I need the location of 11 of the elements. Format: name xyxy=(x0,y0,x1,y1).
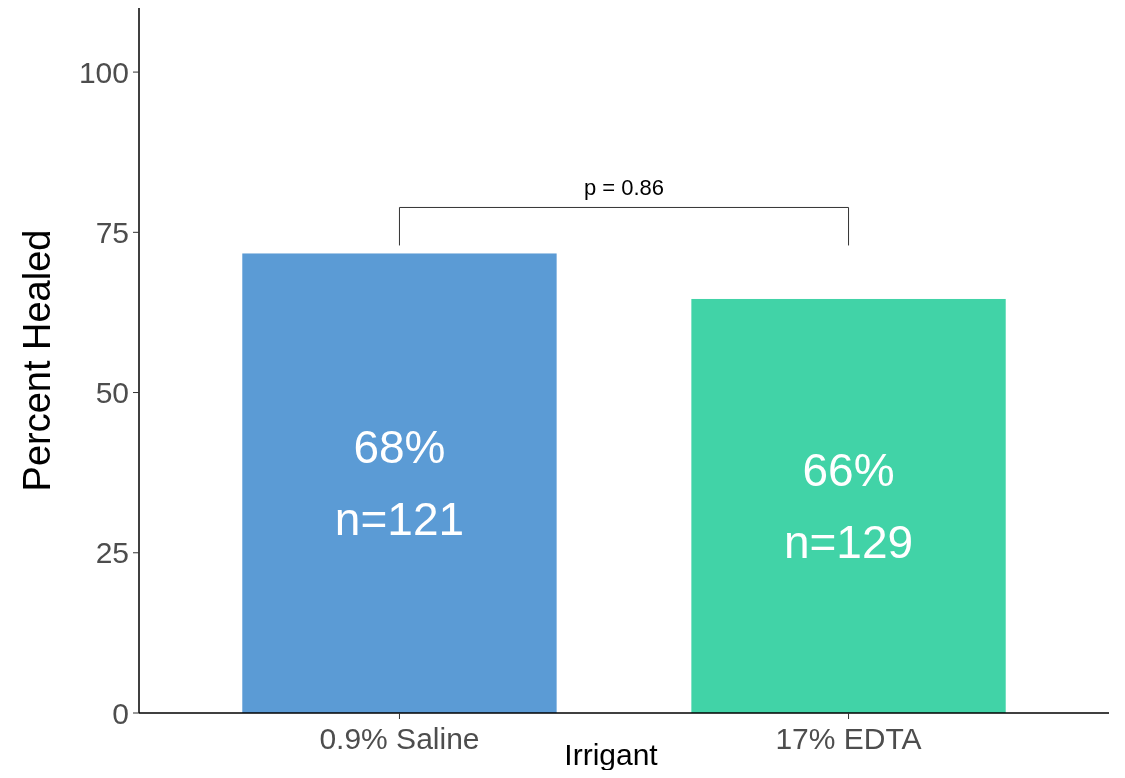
y-tick-label: 50 xyxy=(95,376,129,410)
annotation: 68% n=121 xyxy=(334,421,465,546)
x-tick-label: 17% EDTA xyxy=(775,722,922,755)
y-tick-label: 25 xyxy=(95,536,129,570)
y-tick-label: 75 xyxy=(95,215,129,249)
y-axis-title: Percent Healed xyxy=(16,229,58,492)
annotation: p = 0.86 xyxy=(583,175,665,201)
annotation: 66% n=129 xyxy=(783,443,914,568)
y-tick-label: 0 xyxy=(112,696,129,730)
x-tick-label: 0.9% Saline xyxy=(319,722,480,755)
y-tick-label: 100 xyxy=(78,55,129,89)
